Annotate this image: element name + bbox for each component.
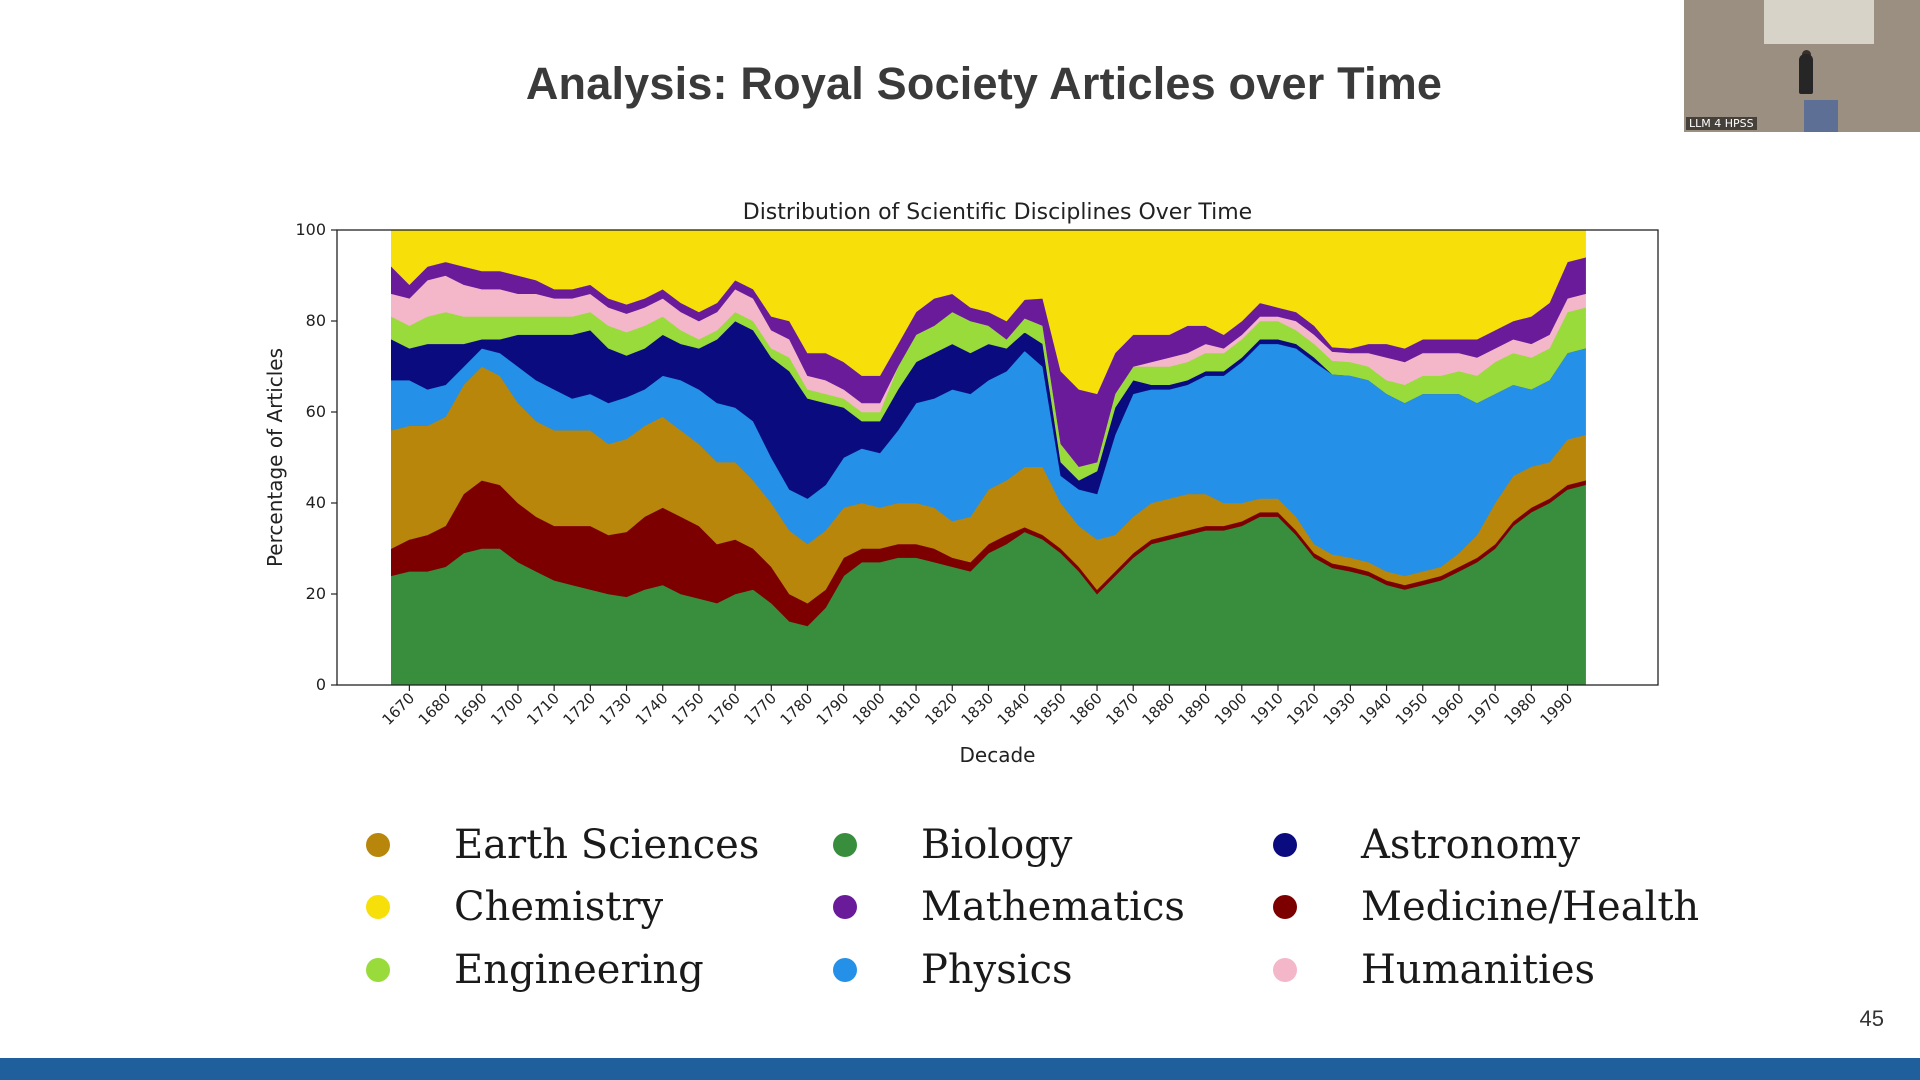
page-number: 45 [1859,1006,1884,1031]
x-tick-label: 1880 [1139,689,1179,729]
projector-screen [1764,0,1874,44]
legend-marker [1273,833,1297,857]
x-tick-label: 1750 [668,689,708,729]
plot-frame [336,229,1659,686]
legend-label: Earth Sciences [454,822,760,868]
chart-title: Distribution of Scientific Disciplines O… [743,200,1252,225]
x-tick-label: 1920 [1283,689,1323,729]
legend-label: Humanities [1361,947,1596,993]
x-tick-label: 1870 [1102,689,1142,729]
x-tick-label: 1730 [596,689,636,729]
x-tick-label: 1850 [1030,689,1070,729]
x-tick-label: 1860 [1066,689,1106,729]
legend-marker [833,895,857,919]
slide-title: Analysis: Royal Society Articles over Ti… [525,58,1443,109]
speaker-video-thumbnail[interactable]: LLM 4 HPSS [1684,0,1920,132]
legend-marker [1273,895,1297,919]
x-tick-label: 1960 [1428,689,1468,729]
camera-label: LLM 4 HPSS [1686,117,1757,130]
x-tick-label: 1970 [1464,689,1504,729]
x-tick-label: 1700 [487,689,527,729]
x-tick-label: 1830 [958,689,998,729]
x-tick-label: 1990 [1537,689,1577,729]
y-axis-label: Percentage of Articles [263,348,287,567]
y-tick-label: 40 [306,493,326,512]
x-tick-label: 1790 [813,689,853,729]
x-tick-label: 1770 [740,689,780,729]
y-tick-label: 100 [295,220,326,239]
y-tick-label: 60 [306,402,326,421]
legend-label: Astronomy [1361,822,1581,868]
y-tick-label: 80 [306,311,326,330]
legend-label: Engineering [454,947,704,993]
legend-marker [366,895,390,919]
stacked-area-chart: 0 20 40 60 80 100 1670168016901700171017201730… [263,200,1659,767]
legend-label: Physics [921,947,1073,993]
x-tick-label: 1810 [885,689,925,729]
podium [1804,100,1838,132]
legend-label: Mathematics [921,884,1185,930]
speaker-figure [1799,54,1813,94]
legend-label: Chemistry [454,884,664,930]
x-tick-label: 1800 [849,689,889,729]
x-axis-label: Decade [960,743,1036,767]
x-tick-label: 1890 [1175,689,1215,729]
x-tick-label: 1910 [1247,689,1287,729]
legend-label: Medicine/Health [1361,884,1700,930]
legend-label: Biology [921,822,1073,868]
x-tick-label: 1670 [378,689,418,729]
footer-bar [0,1058,1920,1080]
x-tick-label: 1980 [1500,689,1540,729]
x-tick-label: 1930 [1319,689,1359,729]
x-tick-label: 1720 [559,689,599,729]
x-tick-label: 1690 [451,689,491,729]
x-tick-label: 1820 [921,689,961,729]
x-tick-label: 1900 [1211,689,1251,729]
x-tick-label: 1680 [415,689,455,729]
x-tick-label: 1780 [777,689,817,729]
x-tick-label: 1740 [632,689,672,729]
y-tick-label: 20 [306,584,326,603]
y-tick-label: 0 [316,675,326,694]
x-tick-label: 1760 [704,689,744,729]
legend-marker [366,958,390,982]
legend-marker [833,958,857,982]
legend-marker [833,833,857,857]
x-tick-label: 1950 [1392,689,1432,729]
x-tick-label: 1840 [994,689,1034,729]
x-tick-label: 1710 [523,689,563,729]
legend-marker [366,833,390,857]
legend-marker [1273,958,1297,982]
x-tick-label: 1940 [1356,689,1396,729]
